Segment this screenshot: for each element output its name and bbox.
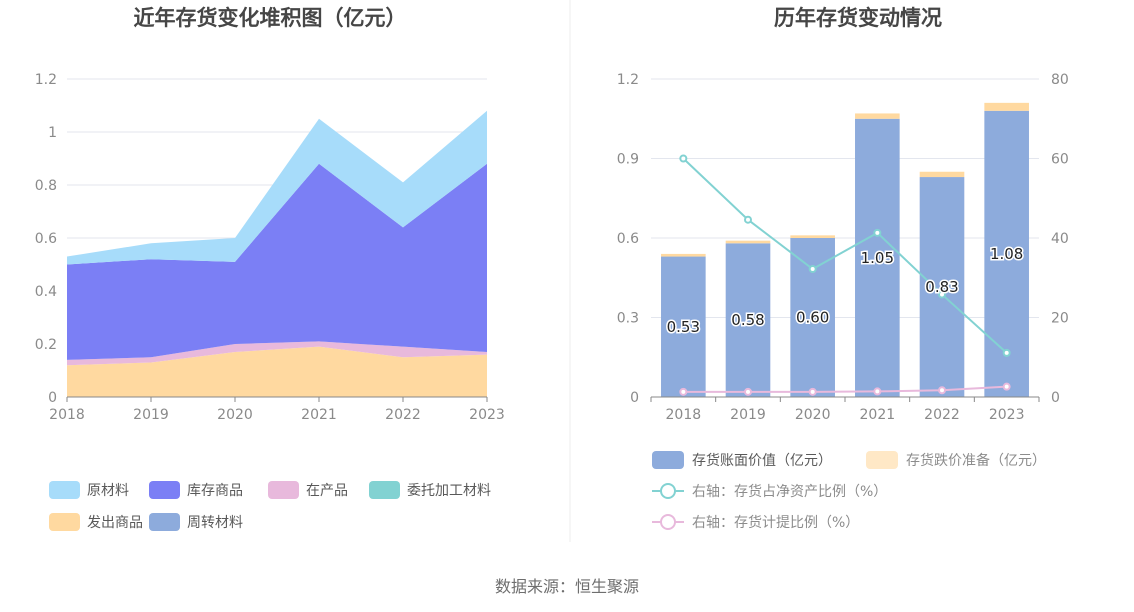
legend-label: 存货跌价准备（亿元） <box>906 452 1046 469</box>
area-chart: 0 0.2 0.4 0.6 0.8 1 1.2 2018 2019 2020 2021 2022 202… <box>35 72 505 423</box>
bar-segment <box>919 177 965 397</box>
x-tick-label: 2019 <box>133 407 169 423</box>
legend-swatch <box>866 451 898 469</box>
line-point <box>679 154 688 163</box>
line-point <box>1002 348 1011 357</box>
line-point <box>808 265 817 274</box>
line-point <box>808 387 817 396</box>
area-series <box>67 163 487 360</box>
line-series <box>682 157 1008 354</box>
y-left-tick-label: 0 <box>630 390 639 406</box>
x-tick-label: 2023 <box>469 407 505 423</box>
bar-segment <box>661 256 706 397</box>
bar-segment <box>855 113 900 119</box>
line-point <box>938 290 946 299</box>
y-left-tick-label: 0.3 <box>617 311 639 327</box>
bar-chart-title: 历年存货变动情况 <box>774 6 942 30</box>
bar-segment <box>725 240 771 244</box>
legend-marker <box>660 514 676 530</box>
line-point <box>744 387 752 396</box>
y-tick-label: 0.6 <box>35 231 57 247</box>
legend-label: 右轴：存货计提比例（%） <box>692 514 859 531</box>
y-left-tick-label: 0.6 <box>617 231 639 247</box>
y-tick-label: 0.8 <box>35 178 57 194</box>
x-tick-label: 2019 <box>730 407 766 423</box>
y-tick-label: 0.4 <box>35 284 57 300</box>
line-point <box>744 215 752 224</box>
bar-data-label: 0.83 <box>925 278 958 296</box>
bar-segment <box>661 253 706 257</box>
y-tick-label: 0.2 <box>35 337 57 353</box>
line-series <box>683 385 1007 393</box>
line-point <box>938 386 946 395</box>
area-chart-title: 近年存货变化堆积图（亿元） <box>134 6 407 30</box>
legend-label: 周转材料 <box>187 515 243 531</box>
x-tick-label: 2020 <box>217 407 253 423</box>
legend-label: 库存商品 <box>187 483 243 499</box>
y-right-tick-label: 60 <box>1051 152 1069 168</box>
line-point <box>1002 382 1011 391</box>
legend-label: 在产品 <box>306 483 348 499</box>
x-tick-label: 2022 <box>924 407 960 423</box>
legend-swatch <box>652 451 684 469</box>
bar-segment <box>725 243 771 397</box>
bar-segment <box>919 171 965 178</box>
bar-data-label: 0.60 <box>796 309 829 327</box>
legend-swatch <box>49 513 80 531</box>
bar-line-chart: 0 0.3 0.6 0.9 1.2 0 20 40 60 80 0.53 0.58 0.60 1.05 0.… <box>617 72 1069 423</box>
data-source: 数据来源：恒生聚源 <box>495 577 639 596</box>
y-tick-label: 0 <box>48 390 57 406</box>
y-right-tick-label: 0 <box>1051 390 1060 406</box>
legend-swatch <box>268 481 299 499</box>
legend-swatch <box>369 481 400 499</box>
legend-label: 原材料 <box>87 483 129 499</box>
bar-segment <box>790 238 835 397</box>
area-series <box>67 110 487 265</box>
bar-data-label: 0.53 <box>667 318 700 336</box>
x-tick-label: 2018 <box>666 407 702 423</box>
bar-data-label: 1.05 <box>861 249 894 267</box>
line-point <box>679 387 688 396</box>
y-tick-label: 1.2 <box>35 72 57 88</box>
y-right-tick-label: 80 <box>1051 72 1069 88</box>
line-point <box>873 387 882 396</box>
y-left-tick-label: 1.2 <box>617 72 639 88</box>
area-series <box>67 341 487 366</box>
x-tick-label: 2021 <box>301 407 337 423</box>
y-left-tick-label: 0.9 <box>617 152 639 168</box>
legend-swatch <box>149 513 180 531</box>
x-tick-label: 2022 <box>385 407 421 423</box>
bar-segment <box>855 118 900 397</box>
y-tick-label: 1 <box>48 125 57 141</box>
bar-chart-legend: 存货账面价值（亿元） 存货跌价准备（亿元） 右轴：存货占净资产比例（%） 右轴：存货计… <box>652 451 1046 531</box>
bar-data-label: 1.08 <box>990 245 1023 263</box>
y-right-tick-label: 20 <box>1051 311 1069 327</box>
x-tick-label: 2021 <box>860 407 896 423</box>
bar-segment <box>790 235 835 238</box>
legend-label: 存货账面价值（亿元） <box>692 452 832 469</box>
legend-swatch <box>49 481 80 499</box>
line-point <box>873 228 882 237</box>
bar-segment <box>984 102 1029 111</box>
area-series <box>67 346 487 397</box>
y-right-tick-label: 40 <box>1051 231 1069 247</box>
legend-label: 发出商品 <box>87 515 143 531</box>
x-tick-label: 2020 <box>795 407 831 423</box>
x-tick-label: 2018 <box>49 407 85 423</box>
x-tick-label: 2023 <box>989 407 1025 423</box>
legend-label: 右轴：存货占净资产比例（%） <box>692 483 887 500</box>
bar-data-label: 0.58 <box>731 311 764 329</box>
legend-marker <box>660 483 676 499</box>
legend-label: 委托加工材料 <box>407 483 491 499</box>
legend-swatch <box>149 481 180 499</box>
